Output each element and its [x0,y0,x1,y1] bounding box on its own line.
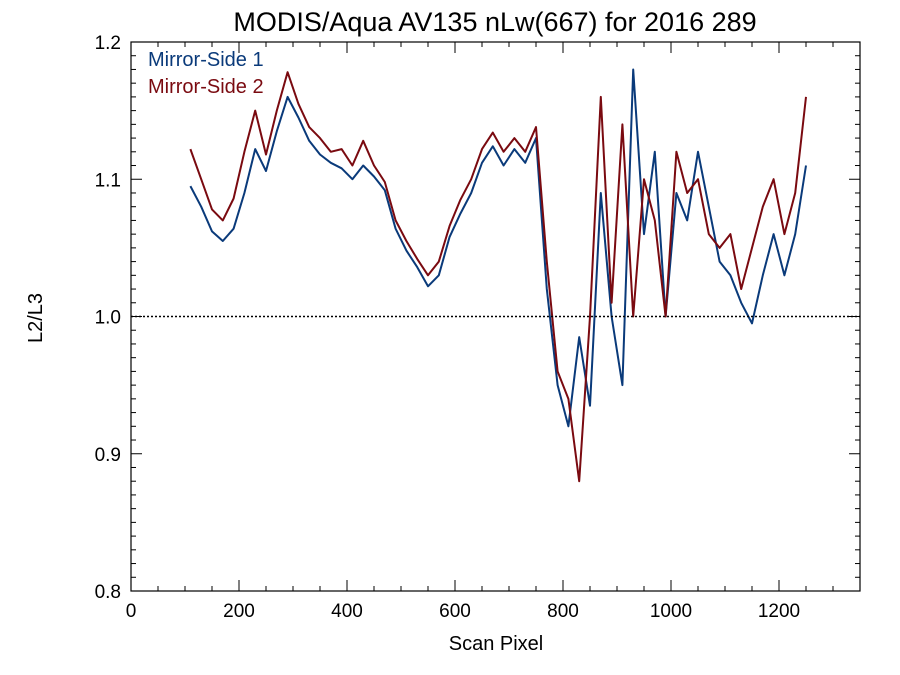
x-tick-label: 1200 [758,601,800,622]
series-line-2 [189,71,807,483]
x-tick-label: 1000 [650,601,692,622]
x-axis-label: Scan Pixel [449,633,544,655]
legend-entry-1: Mirror-Side 1 [148,49,264,71]
chart-title: MODIS/Aqua AV135 nLw(667) for 2016 289 [233,7,756,37]
y-tick-label: 0.8 [95,582,121,603]
y-tick-label: 1.2 [95,33,121,54]
x-tick-label: 600 [439,601,471,622]
y-tick-label: 1.0 [95,308,121,329]
x-tick-label: 400 [331,601,363,622]
y-tick-label: 1.1 [95,170,121,191]
plot-lines [189,68,807,483]
y-tick-label: 0.9 [95,445,121,466]
x-tick-label: 200 [223,601,255,622]
series-line-1 [189,68,807,428]
x-tick-label: 800 [547,601,579,622]
axes: 0 200 400 600 800 1000 1200 0.8 0.9 1.0 1.1 1.2 [95,33,861,622]
y-axis-label: L2/L3 [25,293,47,343]
x-tick-label: 0 [126,601,137,622]
legend-entry-2: Mirror-Side 2 [148,76,264,98]
legend: Mirror-Side 1 Mirror-Side 2 [148,49,264,98]
